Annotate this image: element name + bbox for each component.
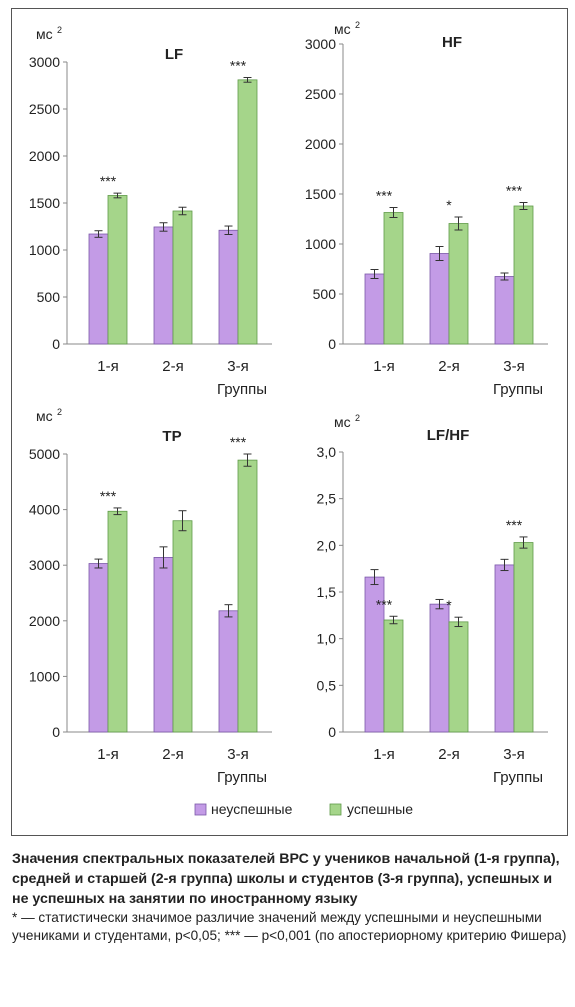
bar-unsuccessful [218,610,239,733]
category-label: 3-я [227,358,248,375]
bar-successful [383,619,404,733]
category-label: 2-я [438,746,459,763]
legend-label: успешные [347,801,413,817]
unit-label: мс [334,21,351,37]
bar-unsuccessful [494,564,515,733]
y-tick-label: 2000 [29,148,60,164]
category-label: 2-я [162,358,183,375]
y-tick-label: 2,5 [317,491,337,507]
y-tick-label: 1000 [29,242,60,258]
caption-note: * — статистически значимое различие знач… [12,910,567,943]
category-label: 3-я [503,746,524,763]
significance-mark: *** [100,488,117,504]
legend-swatch [194,803,207,816]
bar-unsuccessful [429,603,450,733]
category-label: 1-я [373,358,394,375]
bar-unsuccessful [429,253,450,345]
bar-successful [448,621,469,733]
legend-label: неуспешные [211,801,293,817]
bar-unsuccessful [88,563,109,733]
significance-mark: *** [506,183,523,199]
y-tick-label: 5000 [29,446,60,462]
bar-successful [172,520,193,733]
y-tick-label: 0 [328,724,336,740]
bar-successful [237,79,258,345]
significance-mark: * [446,197,452,213]
y-tick-label: 2000 [29,613,60,629]
category-label: 2-я [162,746,183,763]
y-tick-label: 1000 [29,668,60,684]
y-tick-label: 0 [328,336,336,352]
y-tick-label: 1,0 [317,631,337,647]
category-label: 1-я [97,746,118,763]
category-label: 1-я [373,746,394,763]
x-axis-label: Группы [493,381,543,398]
y-tick-label: 2500 [305,86,336,102]
y-tick-label: 0 [52,724,60,740]
unit-superscript: 2 [57,25,62,35]
y-tick-label: 4000 [29,502,60,518]
significance-mark: *** [100,173,117,189]
y-tick-label: 0,5 [317,677,337,693]
y-tick-label: 3,0 [317,444,337,460]
significance-mark: *** [376,188,393,204]
y-tick-label: 500 [313,286,337,302]
bar-unsuccessful [153,557,174,733]
x-axis-label: Группы [493,769,543,786]
y-tick-label: 2,0 [317,537,337,553]
significance-mark: *** [506,517,523,533]
bar-successful [448,223,469,345]
chart-title: HF [442,34,462,51]
bar-successful [513,205,534,345]
chart-title: LF/HF [427,427,470,444]
bar-successful [107,510,128,733]
y-tick-label: 1,5 [317,584,337,600]
significance-mark: *** [230,434,247,450]
bar-successful [172,210,193,345]
y-tick-label: 3000 [29,557,60,573]
y-tick-label: 3000 [29,54,60,70]
bar-successful [383,212,404,345]
unit-label: мс [36,26,53,42]
unit-superscript: 2 [57,407,62,417]
unit-label: мс [334,414,351,430]
category-label: 1-я [97,358,118,375]
caption-title: Значения спектральных показателей ВРС у … [12,851,560,907]
bar-unsuccessful [494,276,515,345]
significance-mark: *** [230,58,247,74]
y-tick-label: 0 [52,336,60,352]
y-tick-label: 2500 [29,101,60,117]
y-tick-label: 2000 [305,136,336,152]
bar-unsuccessful [218,229,239,345]
significance-mark: * [446,597,452,613]
bar-unsuccessful [88,233,109,345]
x-axis-label: Группы [217,381,267,398]
unit-label: мс [36,408,53,424]
unit-superscript: 2 [355,413,360,423]
bar-successful [513,542,534,733]
figure-caption: Значения спектральных показателей ВРС у … [12,849,568,945]
category-label: 2-я [438,358,459,375]
category-label: 3-я [503,358,524,375]
y-tick-label: 1000 [305,236,336,252]
bar-unsuccessful [153,226,174,345]
y-tick-label: 1500 [29,195,60,211]
bar-unsuccessful [364,273,385,345]
x-axis-label: Группы [217,769,267,786]
chart-title: LF [165,46,183,63]
y-tick-label: 3000 [305,36,336,52]
bar-successful [107,195,128,345]
significance-mark: *** [376,596,393,612]
figure-frame: мс 2 LF 0 500 1000 1500 2000 2500 3000 *** *** 1-я 2-… [11,8,568,836]
category-label: 3-я [227,746,248,763]
y-tick-label: 1500 [305,186,336,202]
bar-successful [237,459,258,733]
y-tick-label: 500 [37,289,61,305]
legend-swatch [329,803,342,816]
unit-superscript: 2 [355,20,360,30]
chart-title: TP [162,428,181,445]
